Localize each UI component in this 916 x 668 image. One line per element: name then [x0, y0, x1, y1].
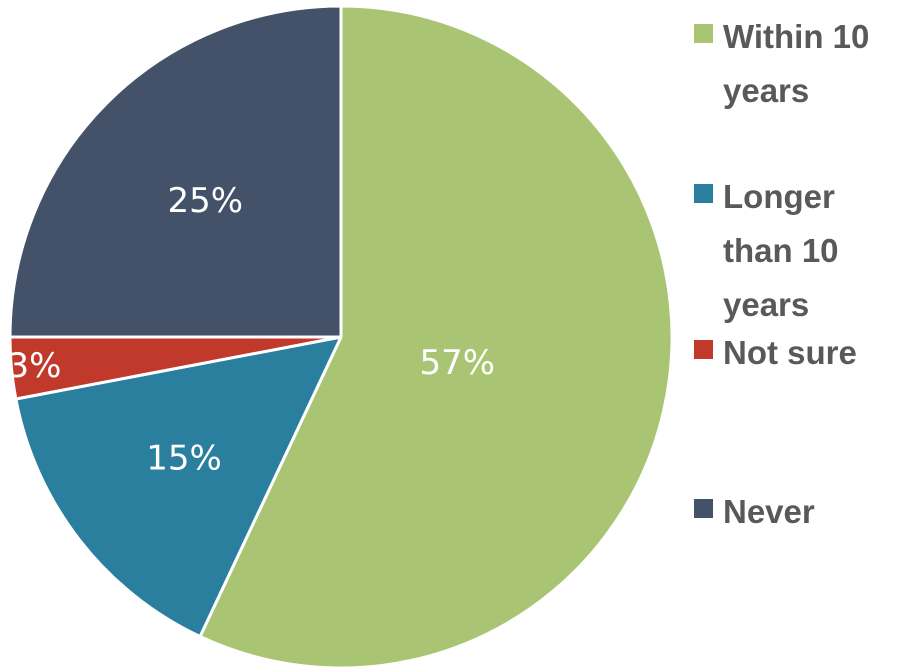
legend-swatch-not-sure [694, 340, 713, 359]
pie-slice-never [8, 4, 343, 339]
legend-item-not-sure: Not sure [694, 326, 908, 380]
legend-swatch-never [694, 499, 713, 518]
legend-item-never: Never [694, 485, 908, 539]
legend-item-within-10-years: Within 10 years [694, 10, 908, 118]
legend-item-longer-than-10-years: Longer than 10 years [694, 170, 908, 332]
legend-swatch-longer-than-10-years [694, 184, 713, 203]
legend-label-within-10-years: Within 10 years [723, 18, 870, 109]
legend-label-not-sure: Not sure [723, 334, 857, 371]
data-label-not-sure: 3% [8, 346, 62, 386]
legend-label-never: Never [723, 493, 815, 530]
legend: Within 10 years Longer than 10 years Not… [694, 10, 914, 570]
pie-slices [8, 4, 674, 668]
legend-swatch-within-10-years [694, 24, 713, 43]
data-label-within-10-years: 57% [420, 343, 496, 383]
pie-slice-within-10-years [198, 4, 674, 668]
data-label-longer-than-10-years: 15% [146, 439, 222, 479]
data-label-never: 25% [167, 181, 243, 221]
pie-data-labels: 57% 15% 3% 25% [8, 181, 496, 478]
pie-slice-longer-than-10-years [14, 335, 343, 638]
legend-label-longer-than-10-years: Longer than 10 years [723, 178, 839, 323]
